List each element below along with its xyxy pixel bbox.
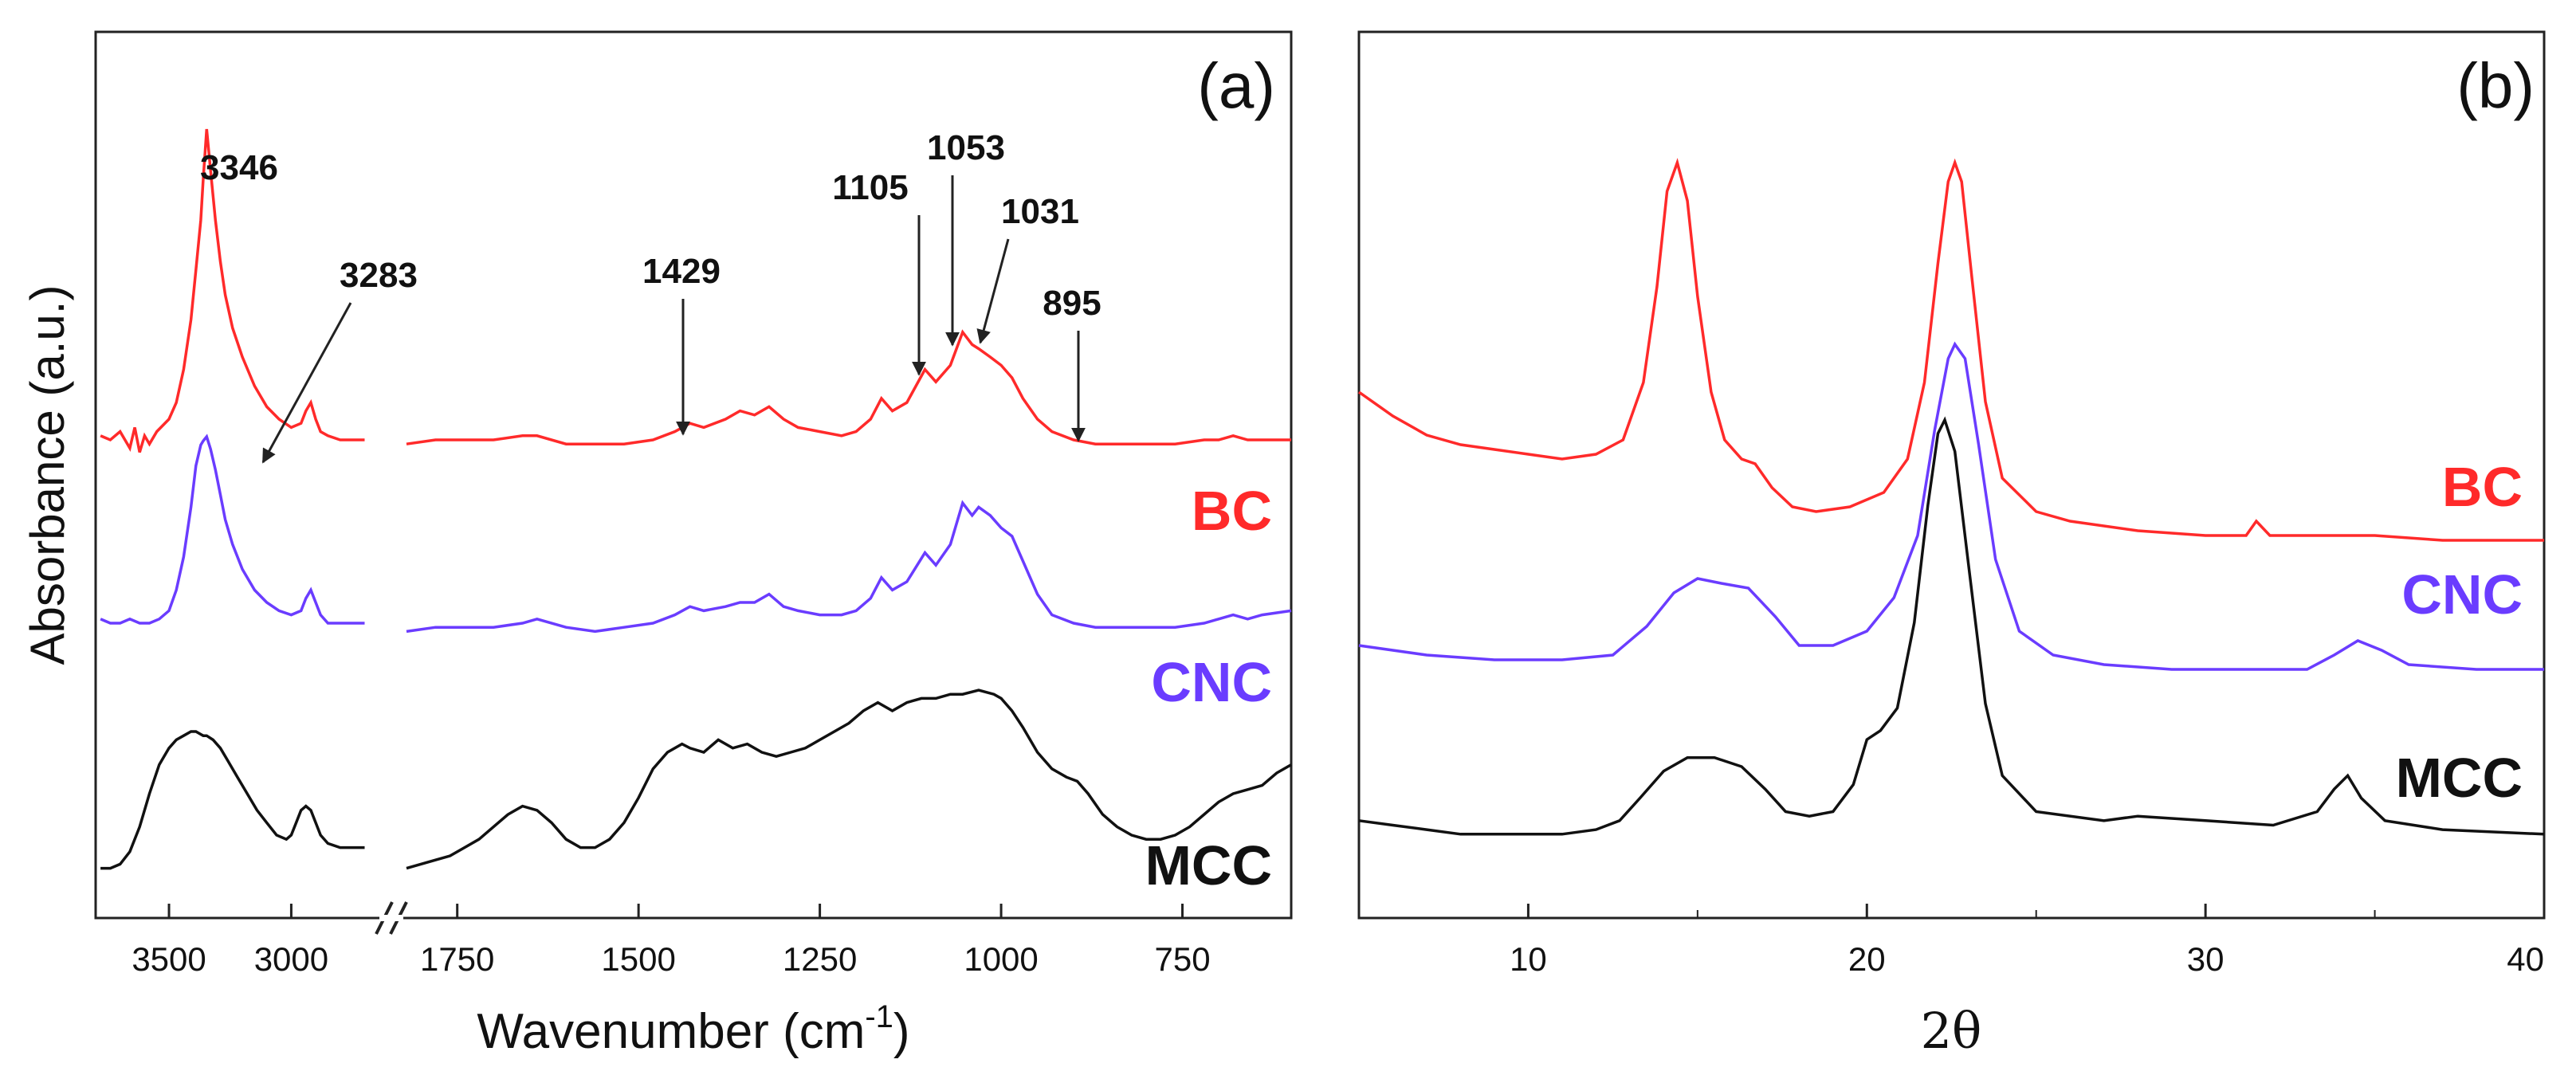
x-tick-label: 10 [1510,940,1547,978]
panel-a-label: (a) [1197,50,1275,121]
xlabel-main: Wavenumber (cm [477,1004,865,1059]
panel-a-frame [94,30,1293,920]
panel-b-xrd-chart: (b) 10 20 30 40 BC CNC MCC 2θ [1357,30,2546,1060]
panel-b-frame [1357,30,2546,920]
series-mcc-xrd [1358,416,2545,836]
series-bc-fingerprint [406,329,1291,445]
series-label-bc: BC [1192,480,1272,542]
x-tick-label: 40 [2507,940,2544,978]
xlabel-superscript: -1 [865,999,893,1034]
series-bc-xrd [1357,158,2544,542]
peak-annotation-1053: 1053 [927,128,1005,167]
peak-annotation-1429: 1429 [642,252,721,291]
peak-annotation-1031: 1031 [1001,192,1079,231]
panel-b-xlabel: 2θ [1921,1002,1982,1060]
series-cnc-xrd [1358,341,2544,671]
panel-a-ftir-chart: (a) 3346 3283 1429 1105 1053 1031 895 3500 3000… [21,30,1293,1059]
x-tick-label: 3000 [254,940,328,978]
x-tick-label: 1750 [420,940,494,978]
axis-break-mark [375,901,408,935]
peak-annotation-3346: 3346 [200,148,278,187]
series-cnc-fingerprint [406,500,1292,634]
x-tick-label: 1000 [964,940,1038,978]
peak-arrow-3283 [261,302,352,464]
x-tick-label: 3500 [132,940,206,978]
peak-annotation-3283: 3283 [340,256,418,295]
series-label-bc: BC [2442,456,2523,518]
x-tick-label: 1250 [783,940,857,978]
x-tick-label: 20 [1848,940,1886,978]
x-tick-label: 750 [1154,940,1210,978]
xlabel-close: ) [893,1004,910,1059]
series-bc-high-wavenumber [100,128,365,453]
series-mcc-fingerprint [406,689,1292,870]
peak-annotation-895: 895 [1043,284,1101,323]
series-label-cnc: CNC [1151,651,1272,713]
x-tick-label: 1500 [601,940,675,978]
peak-annotation-1105: 1105 [832,168,908,207]
panel-a-ylabel: Absorbance (a.u.) [21,285,74,665]
series-label-mcc: MCC [1145,834,1272,896]
series-mcc-high-wavenumber [100,730,365,870]
panel-b-label: (b) [2456,50,2535,121]
panel-a-xlabel: Wavenumber (cm-1) [477,999,909,1059]
series-label-mcc: MCC [2396,747,2523,809]
series-cnc-high-wavenumber [100,434,365,625]
x-tick-label: 30 [2187,940,2225,978]
series-label-cnc: CNC [2401,563,2523,626]
peak-arrow-1031 [976,238,1010,344]
